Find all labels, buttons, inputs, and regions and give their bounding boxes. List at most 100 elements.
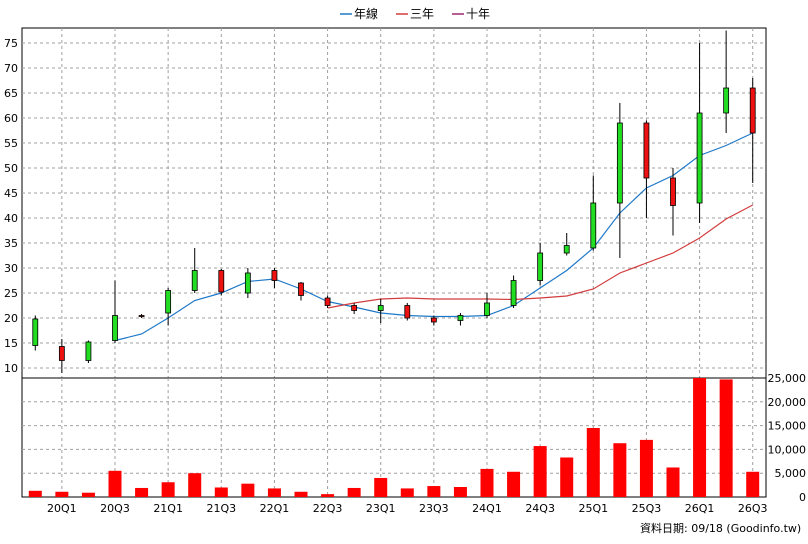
candle bbox=[138, 314, 145, 318]
price-tick-label: 35 bbox=[4, 237, 18, 250]
candle bbox=[244, 268, 251, 298]
candle bbox=[537, 243, 544, 286]
x-tick-label: 21Q1 bbox=[153, 502, 183, 515]
candle-body bbox=[271, 270, 278, 281]
candle bbox=[510, 275, 517, 308]
candle bbox=[563, 233, 570, 256]
x-tick-label: 24Q3 bbox=[525, 502, 555, 515]
candle bbox=[165, 288, 172, 326]
x-tick-label: 20Q1 bbox=[47, 502, 77, 515]
price-tick-label: 55 bbox=[4, 137, 18, 150]
legend-label: 三年 bbox=[410, 7, 434, 21]
volume-bar bbox=[427, 486, 441, 497]
volume-bar bbox=[321, 494, 335, 497]
candle bbox=[749, 78, 756, 183]
candle-body bbox=[191, 270, 198, 291]
chart-legend: 年線 三年 十年 bbox=[340, 6, 490, 21]
candle bbox=[271, 268, 278, 288]
volume-bar bbox=[347, 487, 361, 497]
volume-bar bbox=[374, 477, 388, 497]
price-tick-label: 70 bbox=[4, 62, 18, 75]
candle-body bbox=[510, 280, 517, 306]
volume-panel: 0 5,000 10,000 15,000 20,000 25,000 bbox=[21, 372, 807, 504]
legend-item: 十年 bbox=[452, 7, 490, 21]
candle-body bbox=[484, 302, 490, 316]
volume-bar bbox=[161, 482, 175, 497]
volume-bar bbox=[400, 488, 414, 497]
volume-bar bbox=[108, 470, 122, 497]
volume-bar bbox=[613, 443, 627, 497]
price-plot-area bbox=[21, 27, 767, 379]
candle bbox=[191, 248, 198, 293]
ma-line-2 bbox=[327, 204, 753, 309]
candle bbox=[430, 315, 437, 326]
price-panel: 10 15 20 25 30 35 40 45 50 55 60 65 70 75 bbox=[4, 27, 767, 379]
candle bbox=[590, 175, 597, 251]
x-tick-label: 25Q3 bbox=[632, 502, 662, 515]
volume-tick-label: 20,000 bbox=[768, 396, 807, 409]
volume-bar bbox=[55, 491, 69, 497]
candle-body bbox=[32, 318, 39, 346]
candle bbox=[457, 313, 464, 326]
candle-body bbox=[58, 346, 65, 361]
volume-bar bbox=[267, 488, 281, 497]
candle-body bbox=[351, 305, 358, 311]
candle bbox=[112, 280, 118, 343]
volume-bar bbox=[480, 468, 494, 497]
volume-bar bbox=[586, 427, 600, 497]
volume-bar bbox=[135, 487, 149, 497]
price-tick-label: 15 bbox=[4, 337, 18, 350]
candle-body bbox=[377, 305, 384, 311]
volume-bar bbox=[241, 483, 255, 497]
volume-bar bbox=[666, 467, 680, 497]
volume-bar bbox=[188, 473, 202, 497]
candle-body bbox=[404, 305, 411, 319]
volume-bar bbox=[719, 379, 733, 497]
price-tick-label: 45 bbox=[4, 187, 18, 200]
x-tick-label: 22Q1 bbox=[260, 502, 290, 515]
x-tick-label: 21Q3 bbox=[206, 502, 236, 515]
volume-tick-label: 0 bbox=[799, 491, 806, 504]
candle bbox=[616, 103, 623, 258]
candle-body bbox=[590, 202, 597, 249]
candle-body bbox=[218, 270, 225, 293]
x-tick-label: 26Q3 bbox=[738, 502, 768, 515]
volume-bar bbox=[639, 439, 653, 497]
legend-label: 年線 bbox=[354, 6, 378, 21]
candle bbox=[298, 282, 304, 301]
candle-body bbox=[324, 297, 331, 306]
candle bbox=[723, 30, 730, 133]
x-axis: 20Q1 20Q3 21Q1 21Q3 22Q1 22Q3 23Q1 23Q3 24Q1 24Q3… bbox=[47, 502, 768, 515]
candle bbox=[377, 299, 384, 323]
volume-tick-label: 10,000 bbox=[768, 443, 807, 456]
candle-body bbox=[165, 290, 172, 314]
candle bbox=[32, 315, 39, 351]
legend-item: 年線 bbox=[340, 6, 378, 21]
candle bbox=[643, 120, 650, 218]
x-tick-label: 24Q1 bbox=[472, 502, 502, 515]
volume-bar bbox=[533, 446, 547, 497]
price-tick-label: 60 bbox=[4, 112, 18, 125]
volume-bar bbox=[693, 378, 707, 497]
candle bbox=[85, 340, 92, 363]
candle-body bbox=[85, 341, 92, 361]
candle-body bbox=[643, 122, 650, 179]
price-tick-label: 65 bbox=[4, 87, 18, 100]
price-tick-label: 20 bbox=[4, 312, 18, 325]
candle-body bbox=[537, 252, 544, 281]
candle bbox=[484, 293, 490, 318]
volume-tick-label: 25,000 bbox=[768, 372, 807, 385]
legend-label: 十年 bbox=[466, 7, 490, 21]
volume-bar bbox=[214, 487, 228, 497]
volume-bar bbox=[453, 487, 467, 497]
candle-body bbox=[563, 245, 570, 254]
price-tick-label: 50 bbox=[4, 162, 18, 175]
candle-body bbox=[616, 122, 623, 204]
volume-bar bbox=[746, 471, 760, 497]
price-tick-label: 25 bbox=[4, 287, 18, 300]
candle-body bbox=[298, 282, 304, 296]
legend-item: 三年 bbox=[396, 7, 434, 21]
volume-bar bbox=[294, 491, 308, 497]
